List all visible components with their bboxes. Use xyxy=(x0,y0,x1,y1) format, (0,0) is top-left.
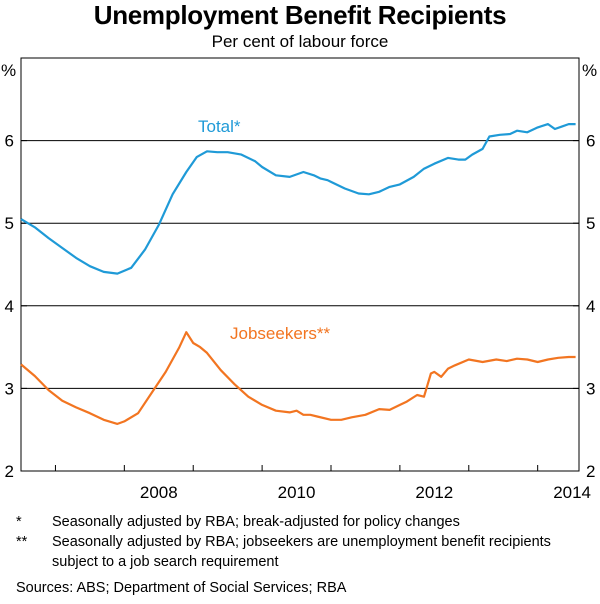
y-unit-left: % xyxy=(1,61,16,80)
chart-subtitle: Per cent of labour force xyxy=(211,32,389,51)
footnote-mark: ** xyxy=(16,534,28,550)
y-tick-label-left: 4 xyxy=(5,297,14,316)
chart-title: Unemployment Benefit Recipients xyxy=(93,0,507,30)
y-tick-label-left: 2 xyxy=(5,462,14,481)
footnote-text: Seasonally adjusted by RBA; jobseekers a… xyxy=(52,534,551,570)
y-tick-label-right: 3 xyxy=(586,379,595,398)
footnote-text: Seasonally adjusted by RBA; break-adjust… xyxy=(52,514,460,530)
jobseekers-series-line xyxy=(20,331,576,425)
y-tick-label-left: 5 xyxy=(5,214,14,233)
x-tick-label: 2010 xyxy=(278,483,316,502)
y-tick-label-right: 2 xyxy=(586,462,595,481)
plot-frame xyxy=(20,57,580,472)
jobseekers-series-label: Jobseekers** xyxy=(230,324,331,343)
y-tick-label-left: 3 xyxy=(5,379,14,398)
total-series-label: Total* xyxy=(198,117,241,136)
x-tick-label: 2012 xyxy=(415,483,453,502)
total-series-line xyxy=(20,123,576,275)
footnotes: * Seasonally adjusted by RBA; break-adju… xyxy=(16,512,586,598)
y-tick-label-left: 6 xyxy=(5,132,14,151)
y-unit-right: % xyxy=(582,61,597,80)
y-tick-label-right: 4 xyxy=(586,297,595,316)
x-tick-label: 2008 xyxy=(140,483,178,502)
x-tick-label: 2014 xyxy=(553,483,591,502)
y-tick-label-right: 6 xyxy=(586,132,595,151)
footnote: ** Seasonally adjusted by RBA; jobseeker… xyxy=(16,532,586,572)
footnote: * Seasonally adjusted by RBA; break-adju… xyxy=(16,512,586,532)
sources-line: Sources: ABS; Department of Social Servi… xyxy=(16,580,347,596)
y-tick-label-right: 5 xyxy=(586,214,595,233)
footnote-mark: * xyxy=(16,514,22,530)
